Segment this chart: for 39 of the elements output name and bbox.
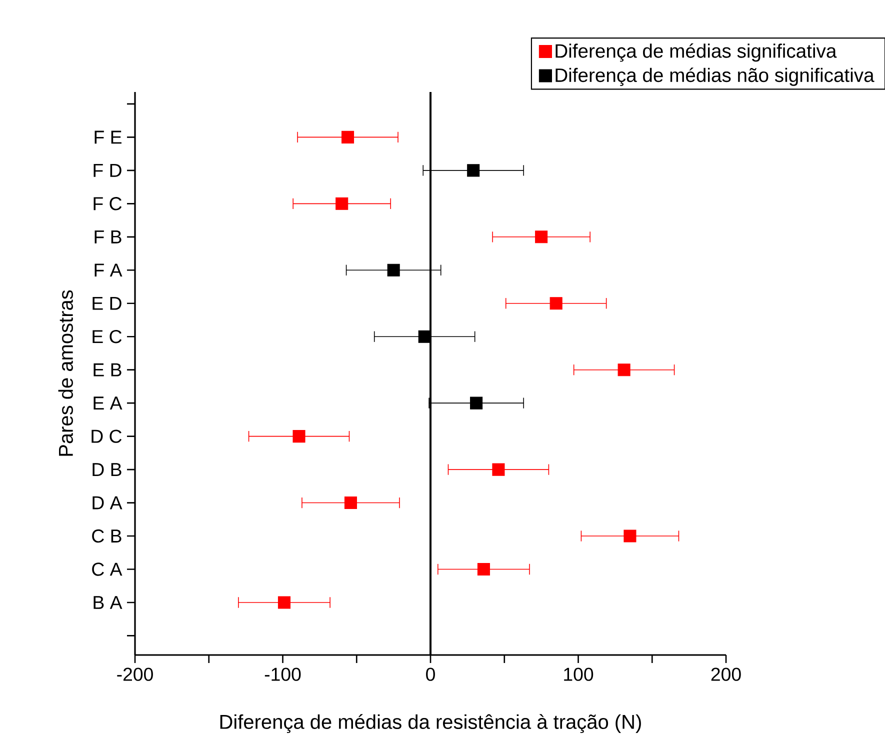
- y-tick-label: F B: [94, 230, 122, 244]
- point: [470, 396, 483, 410]
- x-tick-label: -100: [264, 668, 301, 681]
- y-tick-label: F E: [94, 130, 122, 144]
- point: [344, 496, 357, 510]
- y-tick-label: F A: [94, 264, 122, 277]
- point: [467, 164, 480, 177]
- point: [387, 264, 400, 276]
- point: [618, 364, 630, 376]
- y-tick-label: E C: [92, 330, 122, 344]
- point: [341, 130, 354, 144]
- x-tick-label: 0: [426, 668, 435, 681]
- point: [492, 463, 505, 476]
- legend-label: Diferença de médias significativa: [556, 43, 837, 62]
- x-tick-label: 200: [711, 668, 741, 681]
- y-tick-label: F C: [94, 197, 122, 210]
- y-tick-label: D A: [92, 496, 122, 510]
- y-tick-label: B A: [94, 596, 122, 609]
- point: [477, 562, 490, 576]
- point: [550, 297, 562, 310]
- y-tick-label: F D: [94, 164, 122, 177]
- point: [278, 596, 290, 609]
- legend-label: Diferença de médias não significativa: [556, 68, 874, 86]
- y-tick-label: C B: [92, 529, 122, 543]
- y-tick-label: C A: [92, 562, 122, 576]
- y-tick-label: D C: [92, 430, 122, 443]
- point: [535, 230, 548, 244]
- x-tick-label: -200: [117, 668, 153, 681]
- y-axis-title: Pares de amostras: [58, 290, 73, 456]
- x-axis-title: Diferença de médias da resistência à tração (N): [220, 714, 641, 734]
- point: [292, 430, 306, 443]
- point: [418, 330, 431, 343]
- point: [336, 197, 348, 210]
- y-tick-label: E B: [94, 363, 122, 376]
- y-tick-label: D B: [92, 463, 122, 476]
- y-tick-label: E D: [92, 296, 122, 310]
- x-tick-label: 100: [564, 668, 594, 681]
- y-tick-label: E A: [94, 396, 122, 410]
- point: [624, 530, 636, 542]
